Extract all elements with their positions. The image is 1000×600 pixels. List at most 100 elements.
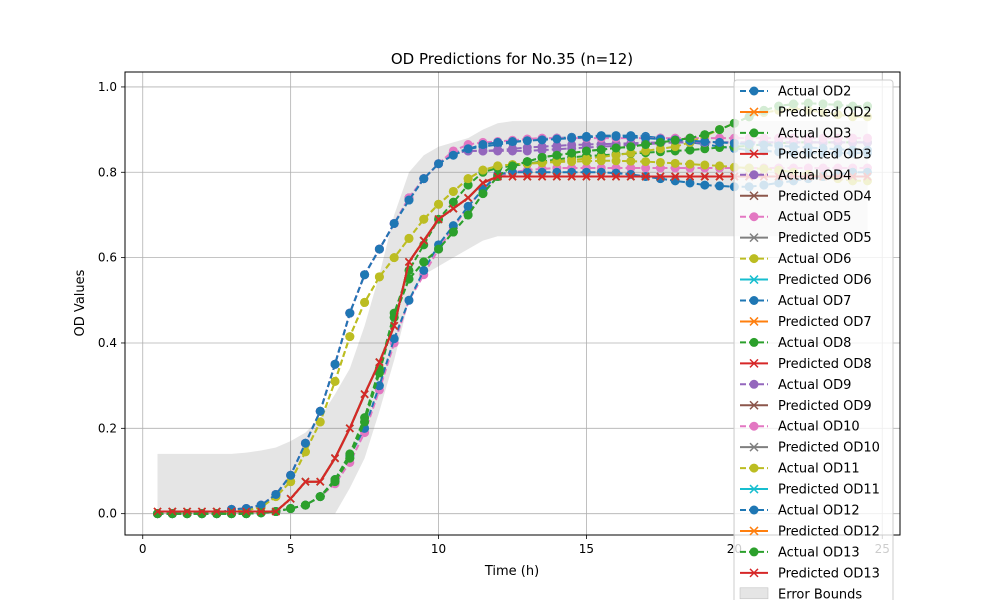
legend-marker [749, 442, 759, 452]
data-point [271, 507, 280, 516]
legend-marker [749, 316, 759, 326]
data-point [522, 157, 532, 167]
data-point [300, 500, 310, 510]
data-point [330, 376, 340, 386]
legend-item: Predicted OD6 [740, 273, 872, 288]
data-point [360, 423, 370, 433]
data-point [374, 272, 384, 282]
data-point [183, 507, 192, 516]
data-point [360, 390, 369, 399]
legend-item: Actual OD7 [740, 294, 851, 309]
data-point [581, 132, 591, 142]
legend-item: Actual OD10 [740, 420, 860, 435]
data-point [655, 137, 665, 147]
data-point [626, 172, 635, 181]
data-point [685, 172, 695, 181]
legend-label: Predicted OD7 [778, 315, 872, 330]
data-point [715, 137, 725, 147]
legend-marker [749, 463, 759, 473]
legend-marker [749, 526, 759, 536]
data-point [286, 470, 296, 480]
data-point [227, 507, 236, 516]
data-point [522, 146, 532, 156]
data-point [434, 244, 444, 254]
data-point [715, 161, 725, 171]
data-point [685, 133, 695, 143]
data-point [434, 199, 444, 209]
data-point [404, 274, 414, 284]
data-point [537, 135, 547, 145]
data-point [286, 477, 296, 487]
legend-label: Actual OD11 [778, 462, 860, 477]
data-point [597, 172, 606, 181]
data-point [567, 172, 576, 181]
data-point [315, 406, 325, 416]
legend-label: Actual OD5 [778, 210, 851, 225]
data-point [611, 168, 621, 178]
legend-marker [749, 484, 759, 494]
legend-label: Predicted OD8 [778, 357, 872, 372]
legend-swatch [739, 587, 769, 600]
data-point [463, 201, 473, 211]
data-point [538, 172, 547, 181]
data-point [700, 180, 710, 190]
legend-label: Actual OD10 [778, 420, 860, 435]
data-point [581, 154, 591, 164]
data-point [523, 172, 532, 181]
legend-item: Actual OD11 [740, 462, 860, 477]
legend-marker [749, 296, 759, 305]
data-point [493, 137, 503, 147]
data-point [493, 161, 503, 171]
legend-marker [749, 86, 759, 96]
data-point [715, 172, 724, 181]
legend-marker [749, 254, 759, 264]
legend-item: Predicted OD13 [740, 566, 880, 581]
legend-item: Actual OD5 [740, 210, 851, 225]
data-point [463, 180, 473, 190]
data-point [641, 172, 650, 181]
legend-label: Actual OD2 [778, 85, 851, 100]
legend-item: Predicted OD7 [740, 315, 872, 330]
legend-item: Actual OD9 [740, 378, 851, 393]
legend-item: Actual OD3 [740, 126, 851, 141]
data-point [715, 181, 725, 191]
data-point [257, 507, 266, 516]
legend-item: Predicted OD10 [740, 441, 880, 456]
x-tick-label: 10 [431, 542, 446, 556]
legend-label: Predicted OD13 [778, 566, 880, 581]
legend-label: Predicted OD9 [778, 399, 872, 414]
data-point [271, 489, 281, 499]
data-point [315, 417, 325, 427]
data-point [567, 133, 577, 143]
data-point [463, 144, 473, 154]
data-point [404, 195, 414, 205]
data-point [153, 507, 162, 516]
data-point [389, 218, 399, 228]
data-point [641, 157, 651, 167]
data-point [670, 176, 680, 186]
legend-label: Actual OD6 [778, 252, 851, 267]
legend-marker [749, 275, 759, 285]
data-point [330, 454, 340, 463]
data-point [463, 174, 473, 184]
data-point [670, 142, 680, 152]
legend-marker [749, 149, 759, 159]
data-point [670, 135, 680, 145]
data-point [448, 186, 458, 196]
data-point [626, 163, 636, 173]
legend-item: Error Bounds [739, 587, 862, 600]
data-point [626, 142, 636, 152]
legend-item: Predicted OD8 [740, 357, 872, 372]
y-tick-label: 0.6 [98, 251, 117, 265]
data-point [522, 136, 532, 146]
data-point [611, 143, 621, 153]
data-point [478, 140, 488, 150]
data-point [242, 507, 251, 516]
data-point [596, 167, 606, 177]
data-point [596, 145, 606, 155]
data-point [700, 160, 710, 170]
data-point [508, 137, 517, 147]
data-point [449, 204, 458, 213]
data-point [374, 244, 384, 254]
error-band-layer [157, 121, 868, 514]
